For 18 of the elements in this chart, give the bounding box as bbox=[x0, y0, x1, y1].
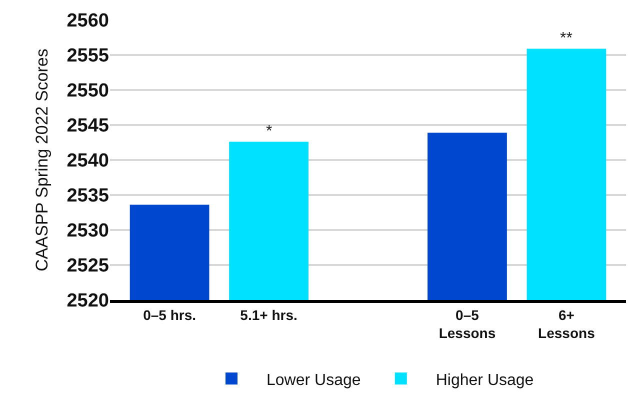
y-tick-label: 2560 bbox=[66, 10, 109, 32]
y-tick-label: 2525 bbox=[66, 256, 110, 277]
y-tick-label: 2535 bbox=[66, 186, 110, 207]
y-tick-label: 2555 bbox=[66, 46, 110, 67]
annotation: ** bbox=[560, 30, 572, 47]
y-tick-label: 2540 bbox=[66, 150, 109, 172]
y-tick-label: 2550 bbox=[66, 80, 109, 102]
legend-label: Higher Usage bbox=[436, 372, 534, 389]
y-axis-title: CAASPP Spring 2022 Scores bbox=[32, 48, 52, 272]
x-tick-label: 0–5 hrs. bbox=[143, 306, 196, 323]
y-tick-label: 2545 bbox=[66, 116, 110, 137]
x-tick-label: 5.1+ hrs. bbox=[240, 306, 298, 323]
y-tick-label: 2530 bbox=[66, 220, 109, 242]
x-tick-label: 0–5 Lessons bbox=[438, 306, 496, 341]
x-tick-label: 6+ Lessons bbox=[538, 306, 596, 341]
y-tick-label: 2520 bbox=[66, 290, 109, 312]
annotation: * bbox=[266, 123, 272, 140]
legend-label: Lower Usage bbox=[266, 372, 361, 389]
